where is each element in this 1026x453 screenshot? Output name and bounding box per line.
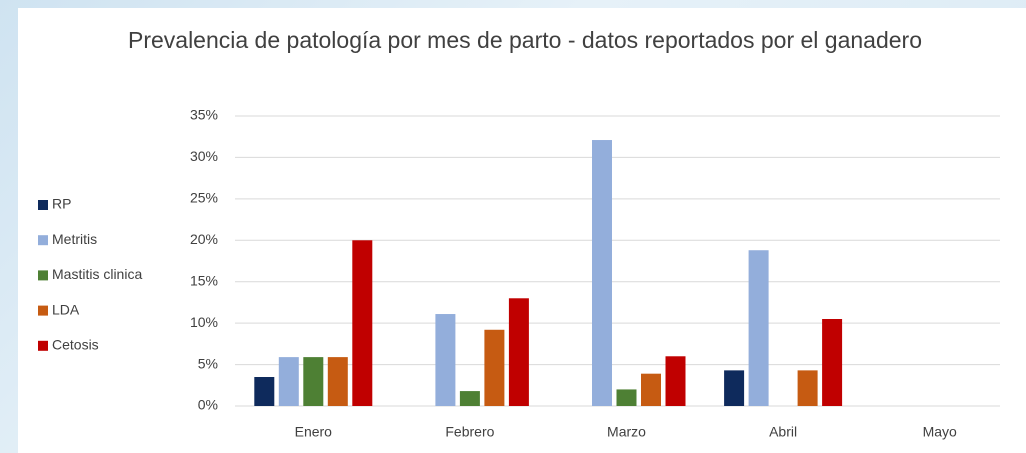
bar <box>484 329 505 406</box>
bar <box>352 240 373 406</box>
bar <box>616 389 637 406</box>
chart-title: Prevalencia de patología por mes de part… <box>127 27 922 53</box>
legend-label: Cetosis <box>52 337 99 353</box>
bar <box>641 373 661 406</box>
bar <box>797 370 818 406</box>
x-tick-label: Febrero <box>445 424 494 440</box>
bar <box>724 370 745 406</box>
legend-label: RP <box>52 196 71 212</box>
y-tick-label: 30% <box>190 148 218 164</box>
x-tick-label: Mayo <box>923 424 957 440</box>
legend-swatch <box>38 305 48 316</box>
y-tick-label: 15% <box>190 272 218 288</box>
legend-swatch <box>38 340 48 351</box>
bar <box>748 250 769 406</box>
y-tick-label: 0% <box>198 397 218 413</box>
legend-label: Mastitis clinica <box>52 266 142 282</box>
y-tick-label: 5% <box>198 355 218 371</box>
bar <box>459 391 480 406</box>
bar <box>592 140 612 406</box>
legend-swatch <box>38 235 48 246</box>
y-tick-label: 20% <box>190 231 218 247</box>
y-tick-label: 10% <box>190 314 218 330</box>
bar <box>327 357 348 406</box>
bar <box>254 377 275 406</box>
y-tick-label: 35% <box>190 107 218 123</box>
bar <box>508 298 529 406</box>
x-tick-label: Marzo <box>607 424 646 440</box>
y-tick-label: 25% <box>190 190 218 206</box>
legend-label: Metritis <box>52 231 97 247</box>
legend-swatch <box>38 200 48 210</box>
bar <box>665 356 686 406</box>
bar <box>278 357 299 406</box>
legend-label: LDA <box>52 301 80 317</box>
bar <box>822 319 843 406</box>
bar <box>435 314 456 406</box>
x-tick-label: Abril <box>769 424 797 440</box>
bar <box>303 357 324 406</box>
legend-swatch <box>38 270 48 281</box>
x-tick-label: Enero <box>295 424 333 440</box>
